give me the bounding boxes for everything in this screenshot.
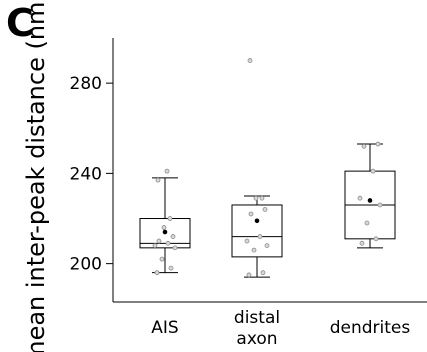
data-point	[253, 195, 259, 201]
data-point	[244, 238, 250, 244]
data-point	[260, 270, 266, 276]
mean-marker	[367, 198, 373, 203]
boxes	[139, 58, 396, 278]
data-point	[364, 220, 370, 226]
data-point	[377, 202, 383, 208]
data-point	[246, 272, 252, 278]
data-point	[168, 265, 174, 271]
data-point	[370, 168, 376, 174]
y-tick-label-240: 240	[70, 164, 102, 184]
category-label: axon	[236, 329, 277, 349]
data-point	[155, 177, 161, 183]
data-point	[361, 143, 367, 149]
data-point	[359, 240, 365, 246]
data-point	[373, 236, 379, 242]
panel-letter: C	[6, 1, 34, 45]
data-point	[161, 225, 167, 230]
data-point	[247, 58, 253, 63]
category-label: distal	[234, 308, 280, 328]
y-axis-label: mean inter-peak distance (nm)	[22, 0, 50, 352]
mean-marker	[162, 229, 168, 235]
data-point	[262, 207, 268, 212]
y-ticks: 200 240 280	[70, 74, 113, 275]
data-point	[357, 195, 363, 201]
data-point	[170, 234, 176, 239]
box-iqr	[231, 204, 283, 258]
data-point	[248, 211, 254, 217]
data-point	[165, 240, 171, 246]
y-tick-label-200: 200	[70, 255, 102, 275]
y-tick-label-280: 280	[70, 74, 102, 94]
data-point	[251, 247, 257, 253]
category-label: dendrites	[330, 318, 411, 338]
box-group-ais	[139, 168, 191, 276]
data-point	[264, 243, 270, 248]
box-group-dendrites	[344, 141, 396, 249]
category-label: AIS	[151, 318, 178, 338]
data-point	[172, 245, 178, 251]
data-point	[167, 216, 173, 221]
data-point	[156, 238, 162, 244]
data-point	[375, 141, 381, 147]
data-point	[257, 234, 263, 239]
box-group-distal-axon	[231, 58, 283, 278]
data-point	[259, 195, 265, 201]
axes	[112, 38, 427, 303]
data-point	[154, 270, 160, 276]
mean-marker	[254, 218, 260, 224]
data-point	[152, 243, 158, 248]
data-point	[164, 168, 170, 174]
data-point	[159, 256, 165, 262]
